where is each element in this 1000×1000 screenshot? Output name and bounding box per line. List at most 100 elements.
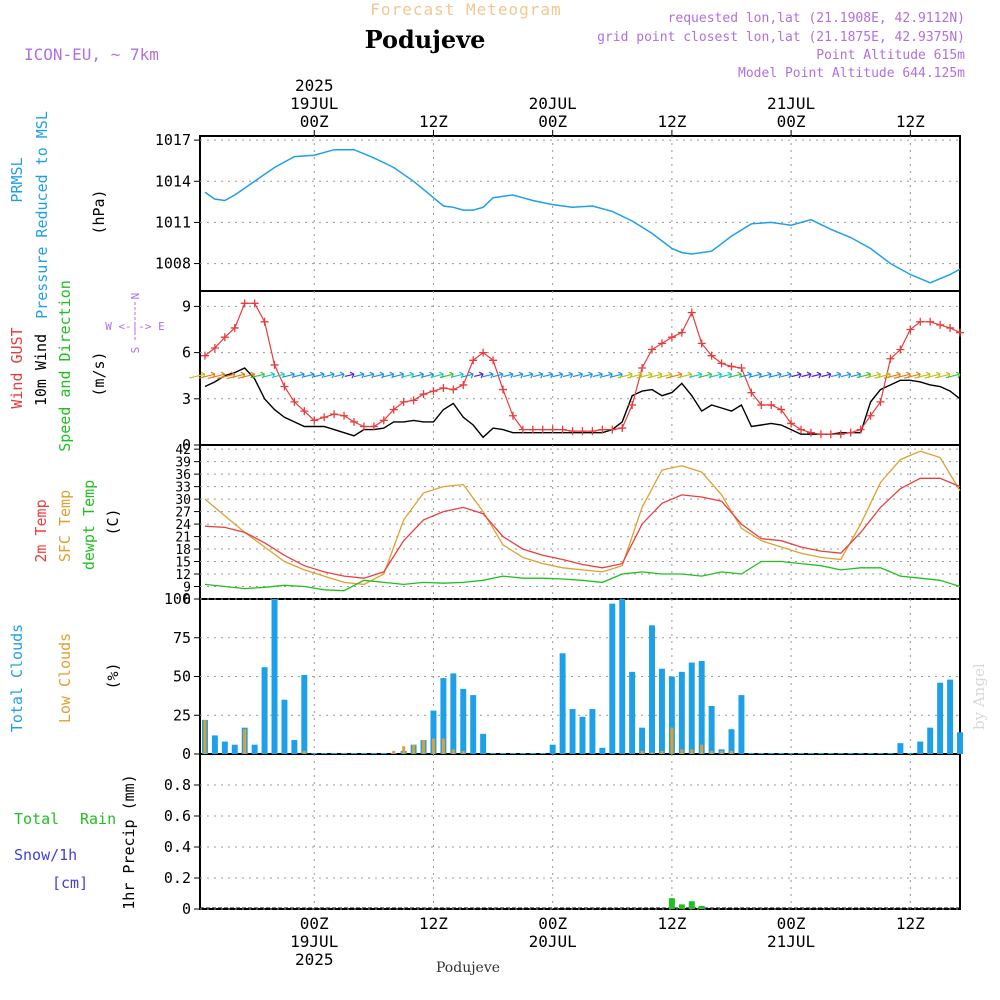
total-cloud-bar — [380, 753, 387, 754]
total-cloud-bar — [519, 753, 526, 754]
wind-gust-point — [369, 422, 378, 431]
wind-direction-arrow — [740, 371, 752, 379]
temp-2m-label: 2m Temp — [32, 499, 50, 562]
wind-gust-point — [538, 425, 547, 434]
precip-snow-label: Snow/1h — [14, 846, 77, 864]
clouds-ytick-label: 100 — [164, 590, 191, 608]
top-time-label: 20JUL — [529, 94, 577, 113]
low-cloud-bar — [402, 746, 406, 754]
precip-side-labels: Total Rain Snow/1h [cm] 1hr Precip (mm) — [14, 774, 138, 909]
total-cloud-bar — [827, 753, 834, 754]
wind-gust-point — [459, 380, 468, 389]
temp-ytick-label: 18 — [175, 543, 191, 558]
temp-ytick-label: 12 — [175, 568, 191, 583]
top-time-label: 12Z — [896, 112, 925, 131]
top-time-label: 2025 — [295, 76, 334, 95]
total-cloud-bar — [271, 599, 278, 754]
wind-gust-point — [608, 425, 617, 434]
wind-10m-label: 10m Wind — [32, 334, 50, 406]
wind-gust-point — [767, 400, 776, 409]
wind-direction-arrow — [462, 371, 474, 379]
top-time-label: 19JUL — [290, 94, 338, 113]
total-cloud-bar — [837, 753, 844, 754]
bottom-time-label: 12Z — [657, 914, 686, 933]
total-cloud-bar — [311, 753, 318, 754]
wind-gust-point — [499, 385, 508, 394]
wind-gust-point — [896, 345, 905, 354]
footer-location: Podujeve — [436, 960, 500, 976]
total-cloud-bar — [867, 753, 874, 754]
clouds-ytick-label: 25 — [173, 706, 191, 724]
wind-gust-point — [737, 364, 746, 372]
temp-ytick-label: 30 — [175, 493, 191, 508]
pressure-unit: (hPa) — [90, 189, 108, 234]
pressure-line — [204, 148, 961, 284]
total-cloud-bar — [341, 753, 348, 754]
low-cloud-bar — [650, 752, 654, 754]
pressure-ytick-label: 1011 — [155, 213, 191, 231]
cloud-side-labels: Total Clouds Low Clouds (%) — [8, 624, 122, 732]
dewpoint-line — [204, 560, 961, 592]
wind-direction-arrow — [552, 371, 564, 379]
wind-gust-point — [518, 425, 527, 434]
wind-gust-point — [340, 411, 349, 420]
wind-gust-point — [330, 410, 339, 419]
total-cloud-bar — [957, 732, 963, 754]
top-time-label: 21JUL — [767, 94, 815, 113]
wind-direction-arrow — [760, 371, 772, 379]
bottom-time-label: 12Z — [896, 914, 925, 933]
temp-ytick-label: 9 — [183, 581, 191, 596]
top-time-label: 12Z — [419, 112, 448, 131]
pressure-panel: 1008 1011 1014 1017 — [155, 131, 961, 292]
wind-gust-point — [220, 333, 229, 342]
wind-direction-arrow — [373, 371, 385, 379]
total-cloud-bar — [589, 709, 596, 754]
plot-area: 1008101110141017036969121518212427303336… — [155, 76, 964, 969]
wind-direction-arrow — [572, 371, 584, 379]
total-cloud-bar — [708, 705, 715, 754]
wind-gust-point — [389, 405, 398, 414]
total-cloud-bar — [509, 753, 516, 754]
wind-gust-point — [588, 427, 597, 436]
wind-direction-arrow — [451, 371, 464, 379]
wind-direction-arrow — [272, 371, 285, 379]
wind-gust-point — [310, 416, 319, 425]
total-cloud-bar — [331, 753, 338, 754]
temp-ytick-label: 24 — [175, 518, 191, 533]
low-cloud-bar — [431, 738, 435, 754]
rain-bar — [688, 901, 695, 909]
precip-ytick-label: 0.4 — [164, 838, 191, 856]
low-cloud-bar — [720, 750, 724, 754]
wind-direction-arrow — [261, 371, 276, 379]
pressure-label-msl: Pressure Reduced to MSL — [33, 111, 51, 319]
wind-gust-point — [797, 425, 806, 434]
precip-rain-label: Rain — [80, 810, 116, 828]
total-cloud-bar — [281, 699, 288, 754]
precip-panel: 0 0.2 0.4 0.6 0.8 — [164, 753, 961, 918]
wind-gust-point — [489, 356, 498, 365]
wind-direction-arrow — [831, 371, 842, 379]
total-cloud-bar — [678, 671, 685, 754]
pressure-side-labels: PRMSL Pressure Reduced to MSL (hPa) — [8, 111, 108, 319]
wind-ytick-label: 6 — [182, 344, 191, 362]
wind-direction-arrow — [801, 371, 812, 379]
wind-gust-line — [204, 302, 961, 435]
wind-gust-point — [866, 411, 875, 420]
bottom-time-label: 00Z — [538, 914, 567, 933]
wind-direction-arrow — [334, 371, 345, 379]
bottom-time-label: 2025 — [295, 950, 334, 969]
temp-ytick-label: 36 — [175, 468, 191, 483]
wind-direction-arrow — [503, 371, 514, 379]
wind-direction-arrow — [811, 371, 822, 379]
low-cloud-bar — [243, 729, 247, 754]
wind-gust-point — [826, 430, 835, 439]
total-cloud-bar — [370, 753, 377, 754]
low-cloud-bar — [412, 744, 416, 754]
wind-gust-point — [946, 323, 955, 332]
top-time-label: 00Z — [777, 112, 806, 131]
wind-gust-point — [757, 400, 766, 409]
wind-gust-point — [379, 416, 388, 425]
total-cloud-bar — [649, 625, 656, 754]
total-cloud-bar — [877, 753, 884, 754]
